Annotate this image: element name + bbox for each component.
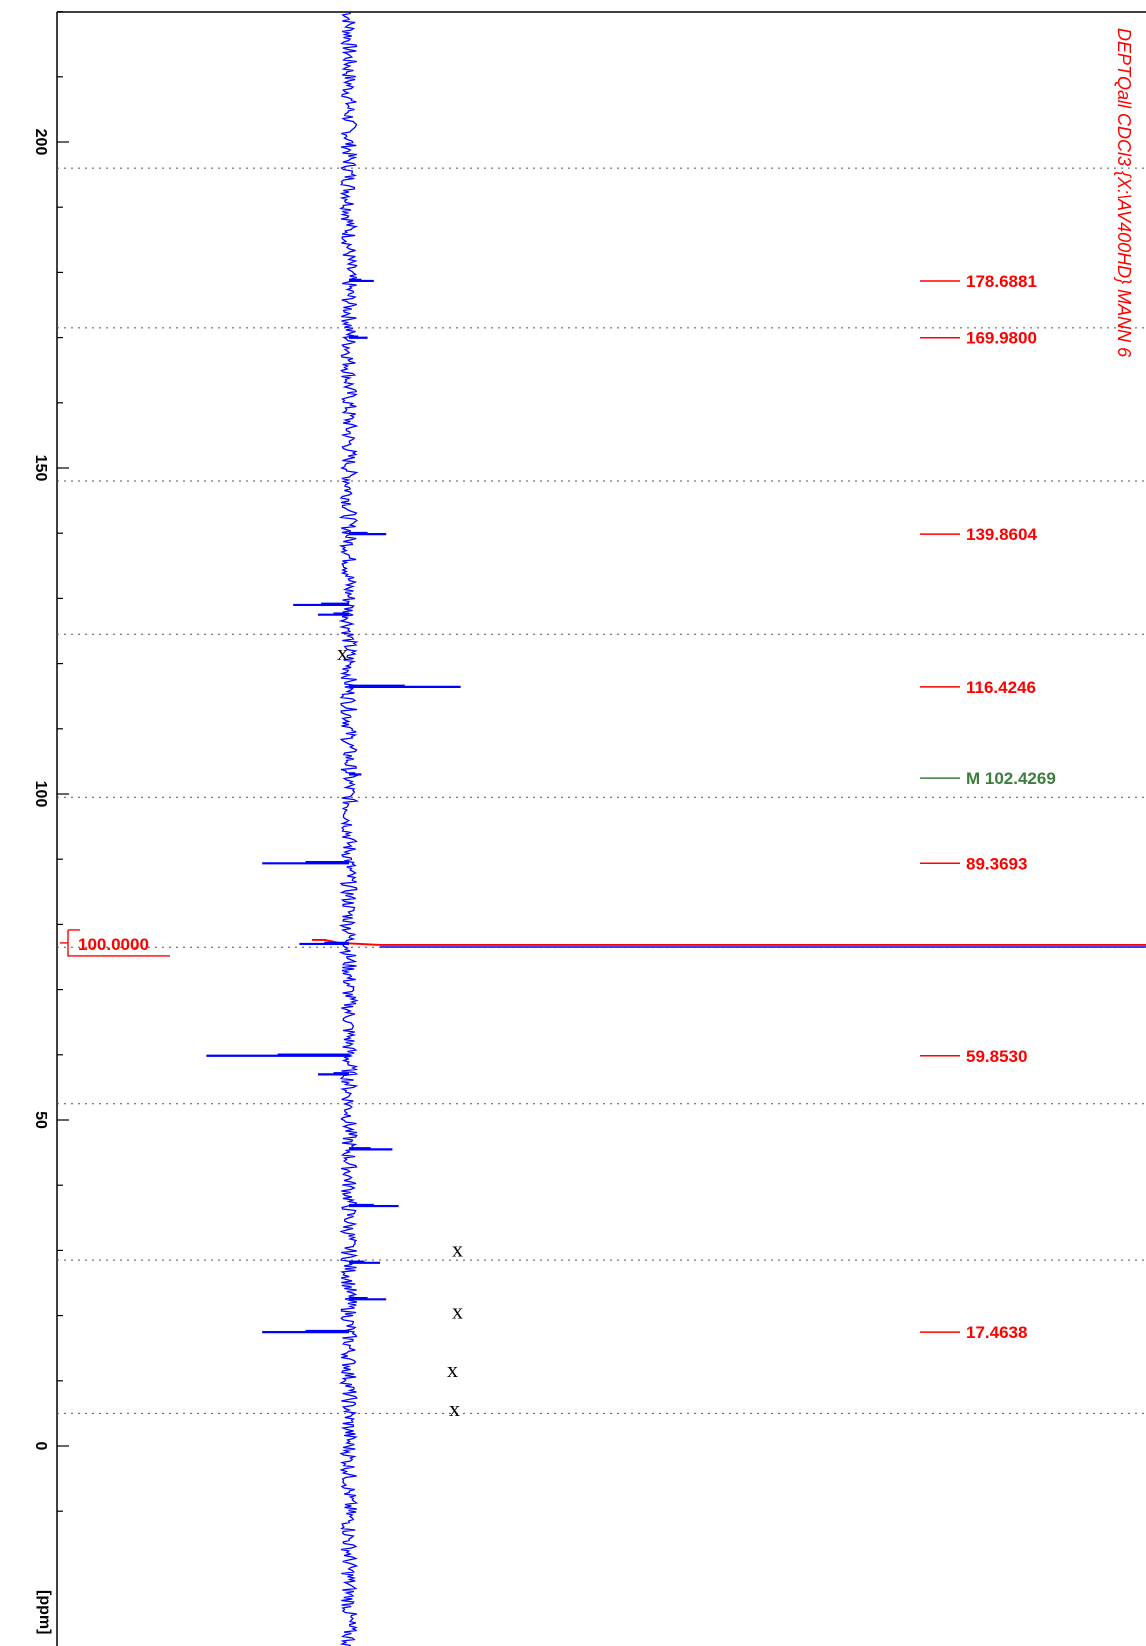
noise-trace <box>338 11 360 1646</box>
x-mark: x <box>452 1298 463 1323</box>
x-mark: x <box>447 1357 458 1382</box>
peak-label: 116.4246 <box>966 678 1036 697</box>
spectrum-trace <box>206 11 461 1646</box>
y-axis-label: [ppm] <box>36 1590 53 1634</box>
x-mark: x <box>337 640 348 665</box>
y-tick-label: 200 <box>32 129 49 156</box>
marker-label: M 102.4269 <box>966 769 1056 788</box>
x-mark: x <box>449 1396 460 1421</box>
integral-bracket <box>60 929 170 957</box>
y-tick-label: 150 <box>32 455 49 482</box>
integral-curve: 100.0000 <box>60 929 1146 957</box>
grid-lines <box>57 167 1146 1414</box>
peak-labels: 178.6881 169.9800 139.8604 116.4246 89.3693 5… <box>920 272 1056 1342</box>
peak-label: 178.6881 <box>966 272 1037 291</box>
peak-label: 59.8530 <box>966 1047 1027 1066</box>
y-tick-label: 50 <box>32 1111 49 1129</box>
integral-label: 100.0000 <box>78 935 149 954</box>
y-tick-label: 0 <box>32 1442 49 1451</box>
peak-label: 169.9800 <box>966 329 1037 348</box>
integral-line <box>312 939 1146 946</box>
x-mark: x <box>452 1236 463 1261</box>
y-tick-label: 100 <box>32 781 49 808</box>
peak-label: 17.4638 <box>966 1323 1027 1342</box>
chart-title: DEPTQall CDCl3 {X:\AV400HD} MANN 6 <box>1114 28 1134 358</box>
peak-label: 139.8604 <box>966 525 1037 544</box>
peak-label: 89.3693 <box>966 854 1027 873</box>
y-axis: 0 50 100 150 200 <box>32 10 69 1512</box>
